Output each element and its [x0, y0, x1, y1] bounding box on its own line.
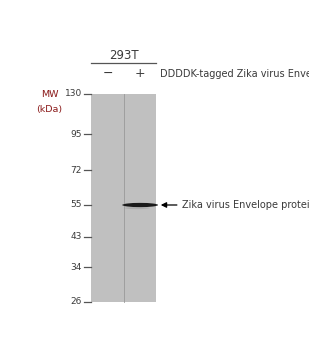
- Text: (kDa): (kDa): [36, 106, 62, 115]
- Text: −: −: [102, 67, 113, 80]
- Text: 34: 34: [71, 263, 82, 272]
- Text: MW: MW: [41, 90, 58, 99]
- Text: 95: 95: [70, 130, 82, 139]
- Text: Zika virus Envelope protein: Zika virus Envelope protein: [182, 200, 309, 210]
- Ellipse shape: [125, 207, 150, 209]
- Text: 26: 26: [71, 297, 82, 306]
- Bar: [91, 94, 156, 302]
- Text: 130: 130: [65, 89, 82, 98]
- Ellipse shape: [122, 203, 158, 207]
- Text: 43: 43: [71, 232, 82, 241]
- Text: DDDDK-tagged Zika virus Envelope: DDDDK-tagged Zika virus Envelope: [160, 69, 309, 79]
- Text: 293T: 293T: [109, 49, 139, 62]
- Text: 55: 55: [70, 200, 82, 209]
- Text: 72: 72: [71, 166, 82, 175]
- Text: +: +: [135, 67, 146, 80]
